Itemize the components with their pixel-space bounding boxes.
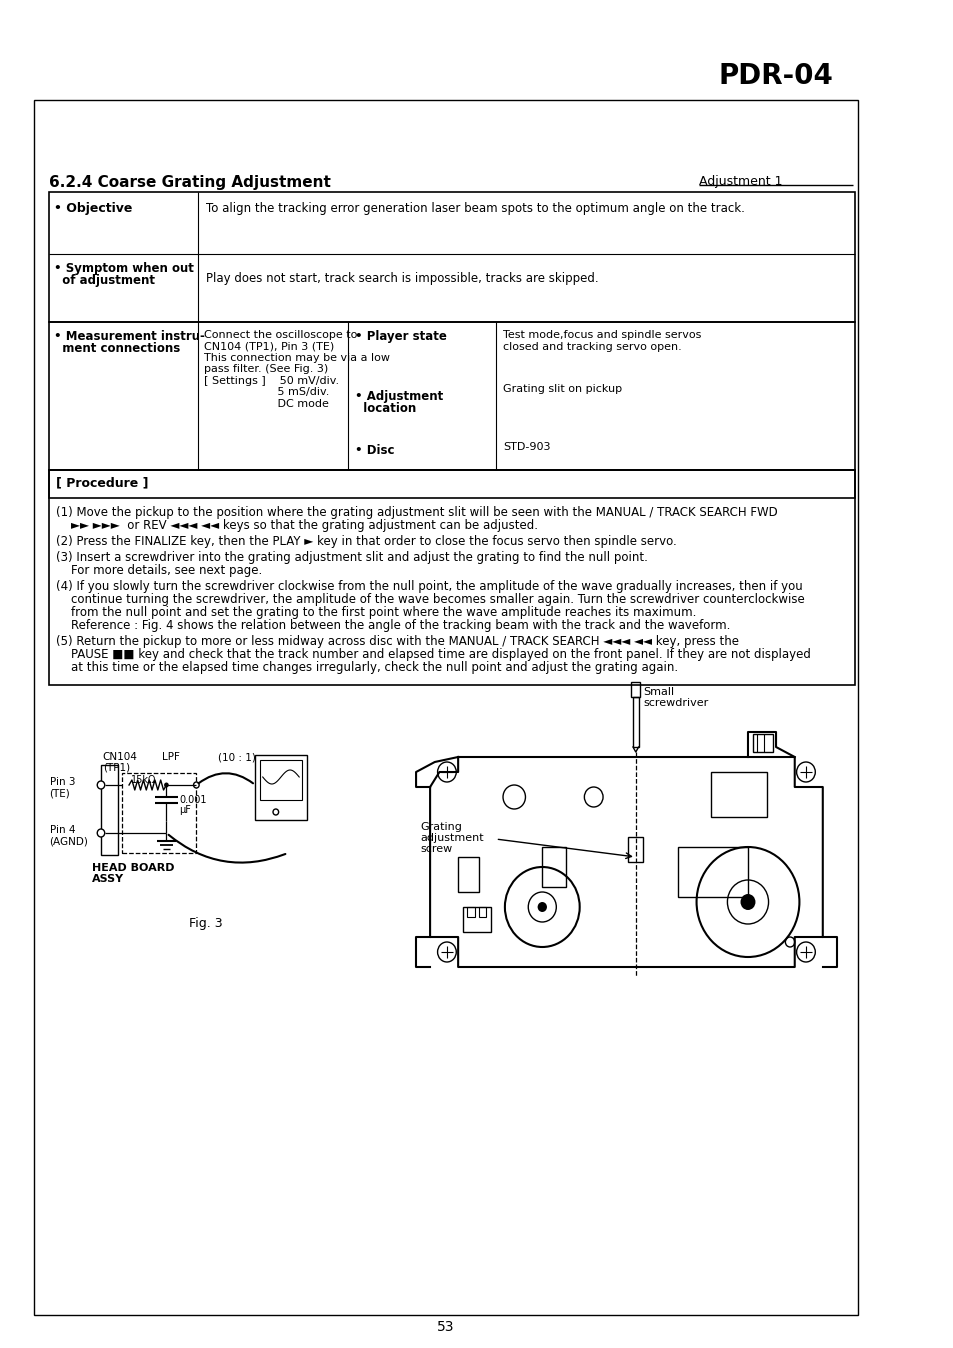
Text: Grating slit on pickup: Grating slit on pickup bbox=[502, 384, 621, 394]
Text: ASSY: ASSY bbox=[91, 874, 124, 884]
Text: screwdriver: screwdriver bbox=[642, 698, 708, 708]
Text: 6.2.4 Coarse Grating Adjustment: 6.2.4 Coarse Grating Adjustment bbox=[49, 175, 330, 190]
Bar bbox=[710, 772, 766, 817]
Bar bbox=[121, 772, 196, 853]
Text: pass filter. (See Fig. 3): pass filter. (See Fig. 3) bbox=[204, 364, 328, 375]
Text: This connection may be via a low: This connection may be via a low bbox=[204, 353, 390, 363]
Text: Reference : Fig. 4 shows the relation between the angle of the tracking beam wit: Reference : Fig. 4 shows the relation be… bbox=[56, 619, 730, 632]
Text: LPF: LPF bbox=[162, 752, 179, 762]
Text: Test mode,focus and spindle servos: Test mode,focus and spindle servos bbox=[502, 330, 700, 340]
Text: 15kΩ: 15kΩ bbox=[131, 775, 156, 785]
Circle shape bbox=[273, 809, 278, 816]
Text: ►► ►►►  or REV ◄◄◄ ◄◄ keys so that the grating adjustment can be adjusted.: ►► ►►► or REV ◄◄◄ ◄◄ keys so that the gr… bbox=[56, 519, 537, 532]
Text: closed and tracking servo open.: closed and tracking servo open. bbox=[502, 342, 681, 352]
Bar bbox=[633, 697, 638, 747]
Text: PAUSE ■■ key and check that the track number and elapsed time are displayed on t: PAUSE ■■ key and check that the track nu… bbox=[56, 648, 810, 661]
Text: • Adjustment: • Adjustment bbox=[355, 390, 443, 403]
Circle shape bbox=[740, 894, 755, 910]
Bar bbox=[541, 847, 565, 887]
Text: adjustment: adjustment bbox=[420, 833, 484, 842]
Text: Adjustment 1: Adjustment 1 bbox=[699, 175, 782, 187]
Text: HEAD BOARD: HEAD BOARD bbox=[91, 863, 174, 874]
Bar bbox=[255, 755, 306, 820]
Bar bbox=[49, 322, 854, 470]
Circle shape bbox=[97, 780, 105, 789]
Bar bbox=[752, 735, 773, 752]
Bar bbox=[49, 470, 854, 497]
Text: • Measurement instru-: • Measurement instru- bbox=[54, 330, 205, 342]
Circle shape bbox=[97, 829, 105, 837]
Text: 0.001: 0.001 bbox=[179, 795, 207, 805]
Text: • Disc: • Disc bbox=[355, 443, 395, 457]
Bar bbox=[478, 907, 486, 917]
Text: (TP1): (TP1) bbox=[103, 762, 130, 772]
Text: location: location bbox=[355, 402, 416, 415]
Text: ment connections: ment connections bbox=[54, 342, 180, 355]
Text: [ Procedure ]: [ Procedure ] bbox=[56, 476, 149, 489]
Bar bbox=[49, 470, 854, 685]
Bar bbox=[628, 837, 642, 861]
Text: screw: screw bbox=[420, 844, 453, 855]
Text: Grating: Grating bbox=[420, 822, 462, 832]
Circle shape bbox=[164, 782, 169, 787]
Text: • Objective: • Objective bbox=[54, 202, 132, 214]
Text: • Player state: • Player state bbox=[355, 330, 447, 342]
Bar bbox=[462, 907, 491, 931]
Text: 53: 53 bbox=[436, 1320, 455, 1335]
Text: (2) Press the FINALIZE key, then the PLAY ► key in that order to close the focus: (2) Press the FINALIZE key, then the PLA… bbox=[56, 535, 676, 549]
Bar bbox=[457, 857, 478, 892]
Circle shape bbox=[537, 902, 546, 913]
Text: μF: μF bbox=[179, 805, 192, 816]
Bar bbox=[259, 760, 302, 799]
Text: Play does not start, track search is impossible, tracks are skipped.: Play does not start, track search is imp… bbox=[206, 272, 598, 284]
Text: of adjustment: of adjustment bbox=[54, 274, 155, 287]
Text: (5) Return the pickup to more or less midway across disc with the MANUAL / TRACK: (5) Return the pickup to more or less mi… bbox=[56, 635, 739, 648]
Text: CN104 (TP1), Pin 3 (TE): CN104 (TP1), Pin 3 (TE) bbox=[204, 341, 334, 352]
Text: (TE): (TE) bbox=[50, 789, 71, 798]
Text: DC mode: DC mode bbox=[204, 399, 329, 408]
Text: Fig. 3: Fig. 3 bbox=[189, 917, 222, 930]
Text: continue turning the screwdriver, the amplitude of the wave becomes smaller agai: continue turning the screwdriver, the am… bbox=[56, 593, 804, 607]
Text: Small: Small bbox=[642, 687, 674, 697]
Bar bbox=[49, 191, 854, 322]
Text: • Symptom when out: • Symptom when out bbox=[54, 262, 193, 275]
Bar bbox=[467, 907, 475, 917]
Circle shape bbox=[193, 782, 199, 789]
Text: For more details, see next page.: For more details, see next page. bbox=[56, 563, 262, 577]
Text: CN104: CN104 bbox=[103, 752, 137, 762]
Text: (1) Move the pickup to the position where the grating adjustment slit will be se: (1) Move the pickup to the position wher… bbox=[56, 506, 777, 519]
Text: Connect the oscilloscope to: Connect the oscilloscope to bbox=[204, 330, 356, 340]
Bar bbox=[678, 847, 747, 896]
Text: from the null point and set the grating to the first point where the wave amplit: from the null point and set the grating … bbox=[56, 607, 696, 619]
Text: (AGND): (AGND) bbox=[50, 836, 89, 847]
Text: To align the tracking error generation laser beam spots to the optimum angle on : To align the tracking error generation l… bbox=[206, 202, 743, 214]
Text: PDR-04: PDR-04 bbox=[718, 62, 832, 90]
Bar bbox=[631, 682, 639, 697]
Text: Pin 4: Pin 4 bbox=[50, 825, 75, 834]
Text: (10 : 1): (10 : 1) bbox=[217, 752, 255, 762]
Text: at this time or the elapsed time changes irregularly, check the null point and a: at this time or the elapsed time changes… bbox=[56, 661, 678, 674]
Text: 5 mS/div.: 5 mS/div. bbox=[204, 387, 329, 398]
Text: (3) Insert a screwdriver into the grating adjustment slit and adjust the grating: (3) Insert a screwdriver into the gratin… bbox=[56, 551, 647, 563]
Text: Pin 3: Pin 3 bbox=[50, 776, 75, 787]
Text: (4) If you slowly turn the screwdriver clockwise from the null point, the amplit: (4) If you slowly turn the screwdriver c… bbox=[56, 580, 802, 593]
Bar bbox=[101, 766, 117, 855]
Text: [ Settings ]    50 mV/div.: [ Settings ] 50 mV/div. bbox=[204, 376, 338, 386]
Text: STD-903: STD-903 bbox=[502, 442, 550, 452]
